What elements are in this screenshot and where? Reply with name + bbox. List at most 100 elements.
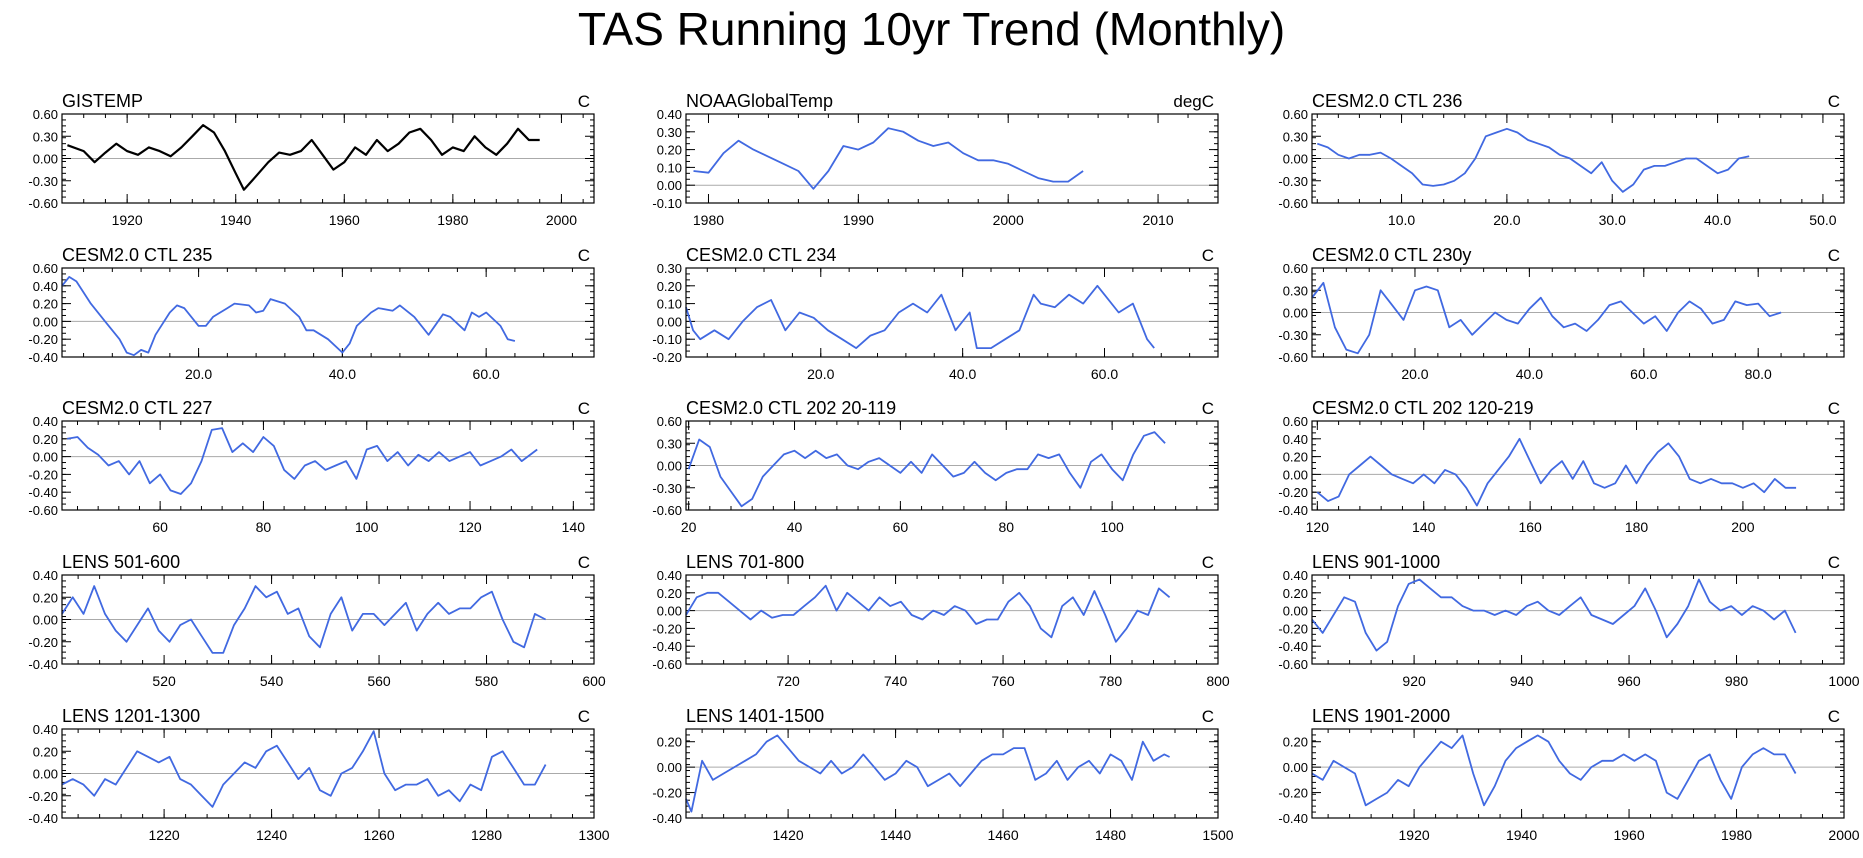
data-series-line xyxy=(1311,578,1797,652)
x-tick-label: 40 xyxy=(787,519,803,535)
panel-title: CESM2.0 CTL 230y xyxy=(1312,245,1471,265)
y-tick-label: 0.00 xyxy=(33,613,58,628)
x-tick-label: 1960 xyxy=(329,212,360,228)
panel-units: C xyxy=(1828,707,1840,726)
y-tick-label: 0.20 xyxy=(33,744,58,759)
x-tick-label: 920 xyxy=(1402,673,1426,689)
y-tick-label: 0.00 xyxy=(1283,604,1308,619)
x-tick-label: 560 xyxy=(367,673,391,689)
y-tick-label: 0.40 xyxy=(33,722,58,737)
x-tick-label: 1420 xyxy=(773,827,804,843)
data-series-line xyxy=(67,123,540,191)
panel-title: LENS 1401-1500 xyxy=(686,706,824,726)
x-tick-label: 540 xyxy=(260,673,284,689)
panel-units: C xyxy=(1828,92,1840,111)
y-tick-label: -0.40 xyxy=(652,811,682,826)
y-tick-label: 0.20 xyxy=(1283,586,1308,601)
y-tick-label: -0.20 xyxy=(28,789,58,804)
panel-title: GISTEMP xyxy=(62,91,143,111)
y-tick-label: -0.40 xyxy=(1278,639,1308,654)
x-tick-label: 1940 xyxy=(1506,827,1537,843)
y-tick-label: -0.20 xyxy=(28,635,58,650)
plot-frame xyxy=(685,420,1219,511)
x-tick-label: 60 xyxy=(893,519,909,535)
panel-11: -0.60 -0.40 -0.20 0.00 0.20 0.40 720 740 760 780 8… xyxy=(652,552,1230,689)
x-tick-label: 200 xyxy=(1731,519,1755,535)
x-tick-label: 80 xyxy=(998,519,1014,535)
panel-title: LENS 1901-2000 xyxy=(1312,706,1450,726)
x-tick-label: 20.0 xyxy=(1401,366,1428,382)
x-tick-label: 800 xyxy=(1206,673,1230,689)
panel-units: C xyxy=(1202,707,1214,726)
x-tick-label: 940 xyxy=(1510,673,1534,689)
data-series-line xyxy=(1311,281,1782,355)
y-tick-label: 0.10 xyxy=(657,297,682,312)
panel-title: LENS 1201-1300 xyxy=(62,706,200,726)
panel-units: C xyxy=(578,246,590,265)
y-tick-label: 0.20 xyxy=(1283,735,1308,750)
x-tick-label: 1000 xyxy=(1828,673,1859,689)
panel-units: C xyxy=(1202,399,1214,418)
x-tick-label: 2010 xyxy=(1142,212,1173,228)
panel-15: -0.40 -0.20 0.00 0.20 1920 1940 1960 1980 2000 LE… xyxy=(1278,706,1859,843)
y-tick-label: 0.00 xyxy=(657,604,682,619)
x-tick-label: 20.0 xyxy=(185,366,212,382)
y-tick-label: 0.10 xyxy=(657,160,682,175)
data-series-line xyxy=(1317,127,1750,193)
y-tick-label: 0.30 xyxy=(33,129,58,144)
panel-units: C xyxy=(578,707,590,726)
x-tick-label: 1960 xyxy=(1613,827,1644,843)
x-tick-label: 60.0 xyxy=(473,366,500,382)
plot-frame xyxy=(685,267,1219,358)
panel-4: -0.40 -0.20 0.00 0.20 0.40 0.60 20.0 40.0 60.0 CE… xyxy=(28,245,595,382)
data-series-line xyxy=(67,427,538,495)
x-tick-label: 1240 xyxy=(256,827,287,843)
x-tick-label: 2000 xyxy=(1828,827,1859,843)
y-tick-label: 0.30 xyxy=(657,261,682,276)
panel-9: -0.40 -0.20 0.00 0.20 0.40 0.60 120 140 160 180 20… xyxy=(1278,398,1845,535)
panel-title: CESM2.0 CTL 202 20-119 xyxy=(686,398,896,418)
y-tick-label: -0.30 xyxy=(1278,328,1308,343)
x-tick-label: 1980 xyxy=(693,212,724,228)
y-tick-label: -0.20 xyxy=(652,350,682,365)
y-tick-label: 0.60 xyxy=(1283,107,1308,122)
x-tick-label: 1300 xyxy=(578,827,609,843)
plot-frame xyxy=(61,420,595,511)
x-tick-label: 20 xyxy=(681,519,697,535)
x-tick-label: 40.0 xyxy=(949,366,976,382)
panel-2: -0.10 0.00 0.10 0.20 0.30 0.40 1980 1990 2000 201… xyxy=(652,91,1219,228)
y-tick-label: -0.20 xyxy=(28,332,58,347)
panel-6: -0.60 -0.30 0.00 0.30 0.60 20.0 40.0 60.0 80.0 CE… xyxy=(1278,245,1845,382)
plot-frame xyxy=(61,113,595,204)
x-tick-label: 1500 xyxy=(1202,827,1233,843)
x-tick-label: 40.0 xyxy=(1516,366,1543,382)
y-tick-label: -0.20 xyxy=(652,786,682,801)
panel-units: C xyxy=(578,92,590,111)
plot-frame xyxy=(685,728,1219,819)
y-tick-label: 0.20 xyxy=(33,590,58,605)
x-tick-label: 960 xyxy=(1617,673,1641,689)
data-series-line xyxy=(685,584,1171,643)
y-tick-label: 0.00 xyxy=(33,450,58,465)
y-tick-label: 0.00 xyxy=(1283,760,1308,775)
panel-10: -0.40 -0.20 0.00 0.20 0.40 520 540 560 580 600 LEN… xyxy=(28,552,606,689)
y-tick-label: -0.60 xyxy=(652,657,682,672)
plot-frame xyxy=(685,574,1219,665)
plot-frame xyxy=(1311,113,1845,204)
y-tick-label: -0.60 xyxy=(28,503,58,518)
y-tick-label: 0.60 xyxy=(1283,261,1308,276)
panel-units: degC xyxy=(1173,92,1214,111)
y-tick-label: -0.20 xyxy=(28,467,58,482)
y-tick-label: -0.40 xyxy=(28,485,58,500)
x-tick-label: 980 xyxy=(1725,673,1749,689)
x-tick-label: 580 xyxy=(475,673,499,689)
x-tick-label: 1920 xyxy=(1399,827,1430,843)
y-tick-label: -0.40 xyxy=(28,350,58,365)
y-tick-label: 0.40 xyxy=(33,568,58,583)
y-tick-label: 0.00 xyxy=(1283,152,1308,167)
y-tick-label: 0.00 xyxy=(33,314,58,329)
plot-frame xyxy=(61,728,595,819)
x-tick-label: 1980 xyxy=(1721,827,1752,843)
y-tick-label: -0.20 xyxy=(1278,485,1308,500)
y-tick-label: -0.60 xyxy=(652,503,682,518)
